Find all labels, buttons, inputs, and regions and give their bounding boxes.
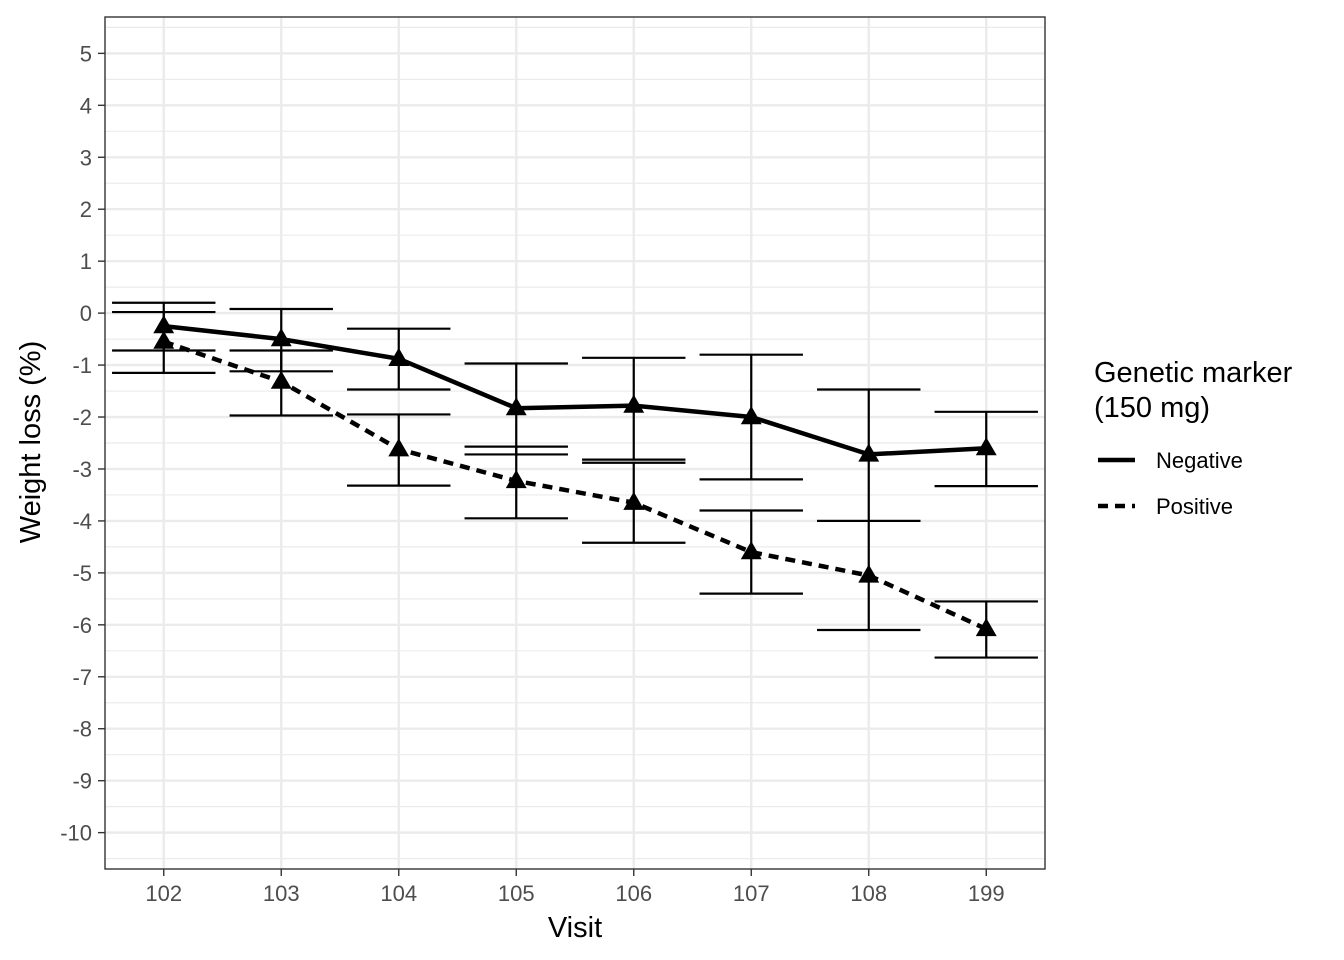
series-lines [163,323,988,632]
x-tick-label: 103 [263,881,300,906]
x-tick-label: 107 [733,881,770,906]
y-tick-label: -10 [60,821,92,846]
x-tick-label: 104 [380,881,417,906]
data-point-positive [388,438,410,457]
x-axis-title: Visit [548,912,602,944]
data-point-negative [153,315,175,334]
y-axis-title: Weight loss (%) [15,341,47,544]
y-tick-label: 0 [80,301,92,326]
y-tick-label: -7 [72,665,92,690]
data-point-positive [740,541,762,560]
y-tick-label: 5 [80,41,92,66]
axes: 5 4 3 2 1 0 -1 -2 -3 -4 -5 -6 -7 -8 -9 -10 102 103 104 105 1… [60,41,1004,906]
y-tick-label: -2 [72,405,92,430]
x-tick-label: 106 [615,881,652,906]
data-point-positive [975,618,997,637]
series-line-negative [163,323,987,457]
data-point-negative [623,394,645,413]
data-point-negative [975,437,997,456]
data-point-positive [505,469,527,489]
x-tick-label: 108 [850,881,887,906]
x-tick-label: 105 [498,881,535,906]
data-point-positive [623,491,645,510]
y-tick-label: 2 [80,197,92,222]
legend-title-line-1: Genetic marker [1094,357,1293,389]
grid [105,17,1045,869]
data-point-positive [858,564,880,583]
y-tick-label: -6 [72,613,92,638]
y-tick-label: 3 [80,145,92,170]
legend-label-positive: Positive [1156,494,1233,519]
x-tick-label: 102 [145,881,182,906]
data-point-positive [270,370,292,389]
y-tick-label: -5 [72,561,92,586]
y-tick-label: 4 [80,93,92,118]
data-point-negative [388,347,410,366]
legend-title-line-2: (150 mg) [1094,392,1210,424]
y-tick-label: -1 [72,353,92,378]
data-point-negative [270,328,292,347]
data-point-negative [858,443,880,462]
y-tick-label: -4 [72,509,92,534]
data-point-positive [153,330,175,349]
data-point-negative [740,406,762,425]
data-points [153,315,997,637]
x-tick-label: 199 [968,881,1005,906]
y-tick-label: 1 [80,249,92,274]
y-tick-label: -9 [72,769,92,794]
data-point-negative [505,397,527,416]
legend: Genetic marker (150 mg) Negative Positiv… [1094,357,1293,519]
y-tick-label: -8 [72,717,92,742]
y-tick-label: -3 [72,457,92,482]
plot-panel-border [104,16,1046,870]
legend-label-negative: Negative [1156,448,1243,473]
